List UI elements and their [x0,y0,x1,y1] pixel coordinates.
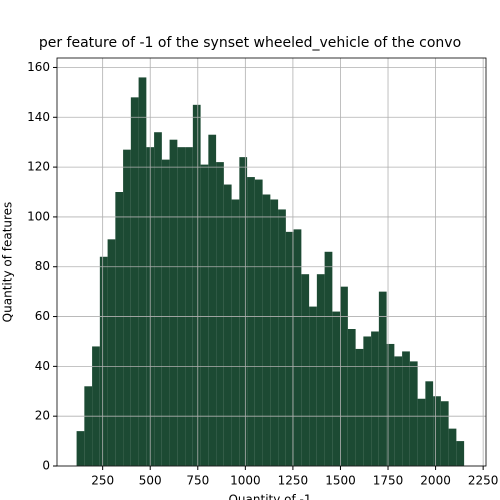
bar [324,251,333,466]
bar [177,147,186,466]
bar [169,139,178,466]
bar [363,336,372,466]
x-tick-label: 500 [139,474,162,488]
bar [386,343,395,466]
bar [231,199,240,466]
bar [216,162,224,466]
bar [99,256,108,466]
x-tick-label: 1750 [373,474,404,488]
x-tick-label: 2250 [468,474,499,488]
plot-frame [56,57,487,467]
bar [378,291,387,466]
bar [402,351,410,466]
x-tick-label: 250 [91,474,114,488]
bar [278,209,286,466]
bar [84,386,93,466]
bar [433,396,441,466]
bar [456,441,465,466]
bar [301,274,310,466]
bar [332,311,341,466]
bar [138,77,147,466]
bar [208,134,217,466]
bar [123,149,131,466]
bar [185,147,193,466]
bar [309,306,317,466]
bar [394,356,403,466]
bar [223,184,232,467]
bar [239,157,248,466]
bar [76,431,85,466]
bar [115,192,124,466]
x-tick-label: 1500 [325,474,356,488]
bar [130,97,139,466]
y-tick-label: 20 [35,409,50,423]
bar [355,348,364,466]
bar [409,361,418,466]
y-tick-label: 80 [35,259,50,273]
y-tick-label: 140 [27,110,50,124]
chart-title: per feature of -1 of the synset wheeled_… [39,35,461,51]
bar [448,428,457,466]
bar [440,401,449,466]
bar [270,199,279,466]
bar [92,346,100,466]
bar [247,177,255,467]
y-tick-label: 60 [35,309,50,323]
y-axis-label: Quantity of features [1,202,15,323]
bar [161,159,170,466]
bar [417,398,426,466]
bar [107,239,116,466]
bar [293,229,302,466]
bar [347,329,356,466]
y-tick-label: 40 [35,359,50,373]
x-tick-label: 1000 [230,474,261,488]
x-tick-label: 750 [186,474,209,488]
bar [316,274,325,466]
bar [425,381,434,466]
bar [254,179,263,467]
bar [192,104,201,467]
x-tick-label: 1250 [278,474,309,488]
y-tick-label: 100 [27,209,50,223]
bar [200,164,209,466]
bar [340,286,348,466]
x-axis-label: Quantity of -1 [228,493,311,500]
y-tick-label: 160 [27,60,50,74]
bar [262,194,271,466]
y-tick-label: 120 [27,160,50,174]
x-tick-label: 2000 [420,474,451,488]
bar [285,231,294,466]
bar [154,132,162,466]
bar [371,331,379,466]
y-tick-label: 0 [42,459,50,473]
